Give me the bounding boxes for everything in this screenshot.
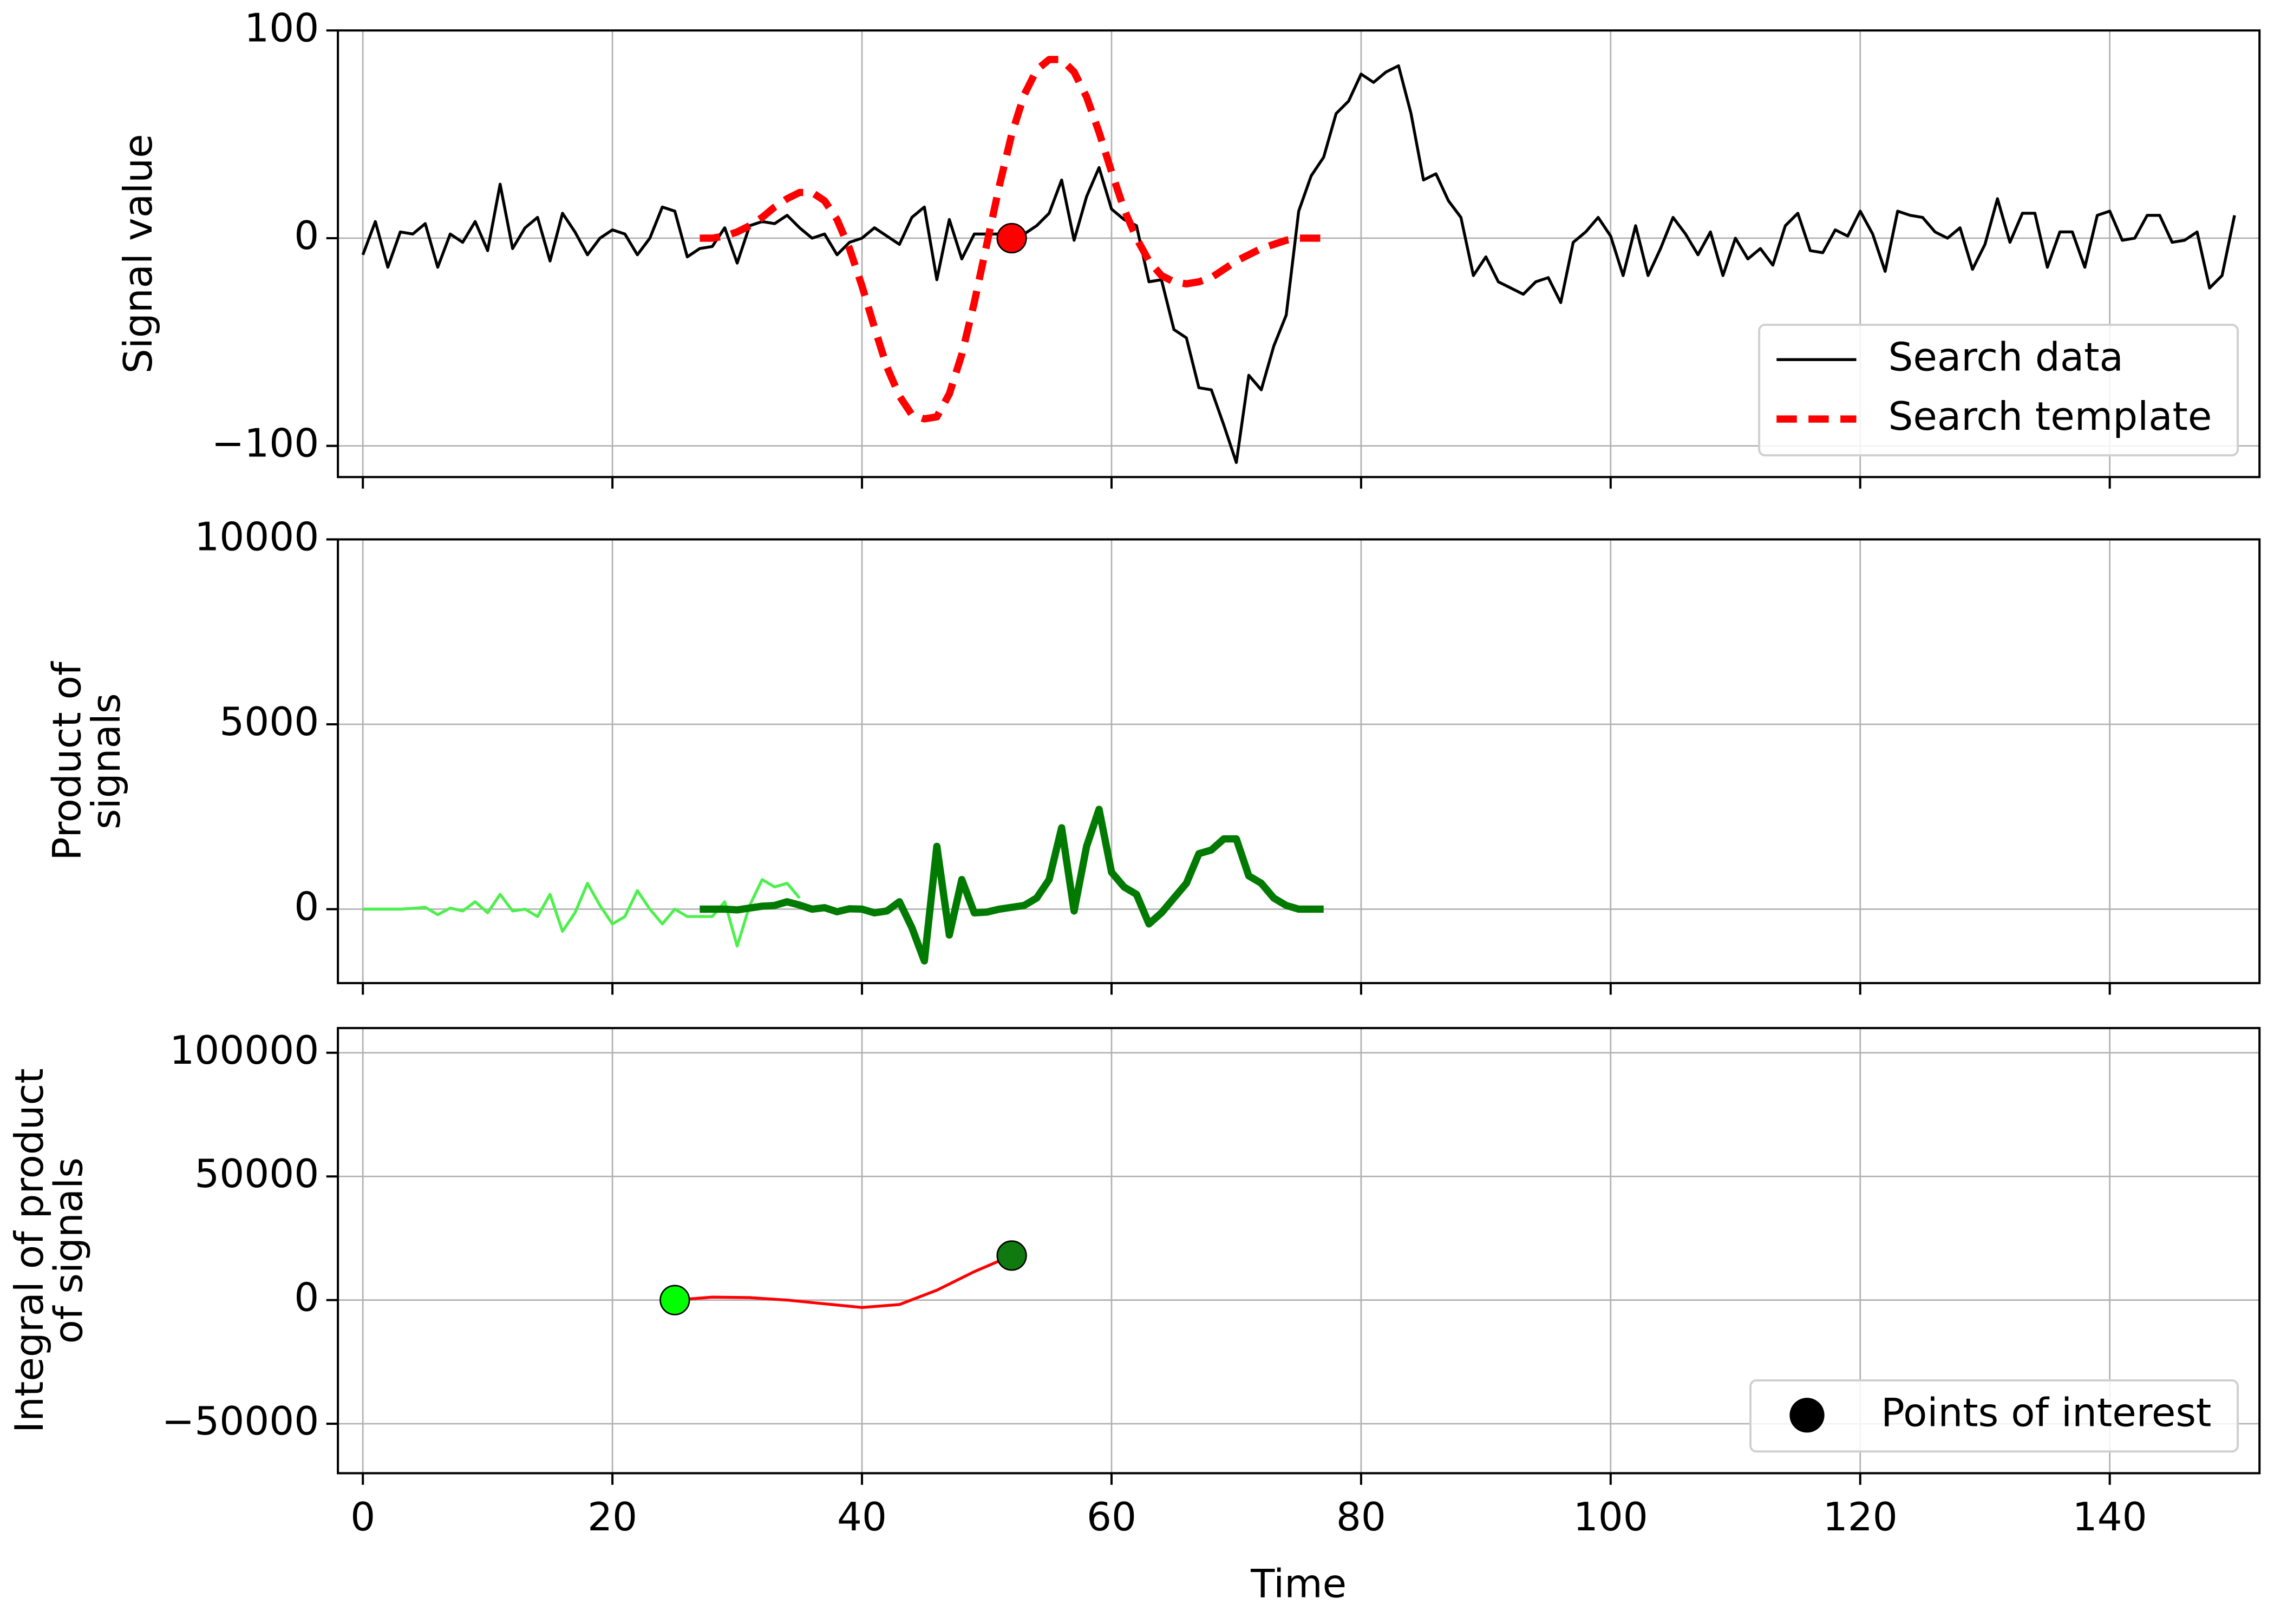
legend-label: Points of interest	[1881, 1390, 2211, 1436]
y-tick-label: 10000	[194, 514, 319, 560]
y-tick-label: 0	[294, 1275, 319, 1321]
y-tick-label: 100000	[169, 1028, 319, 1073]
x-tick-label: 40	[837, 1495, 887, 1540]
axes-frame	[337, 538, 2261, 985]
legend-label: Search template	[1889, 394, 2212, 440]
y-axis-label: Integral of product	[7, 1068, 53, 1433]
y-tick-label: 50000	[194, 1151, 319, 1197]
x-tick-label: 0	[350, 1495, 375, 1540]
x-tick-label: 80	[1336, 1495, 1386, 1540]
x-tick-label: 140	[2073, 1495, 2147, 1540]
y-axis-label: signals	[84, 693, 129, 829]
legend-box	[1758, 323, 2239, 457]
x-tick-label: 20	[587, 1495, 637, 1540]
series-line	[675, 1254, 1012, 1309]
series-line	[700, 806, 1324, 965]
legend-label: Search data	[1889, 335, 2123, 380]
y-tick-label: 0	[294, 213, 319, 259]
y-tick-label: 0	[294, 884, 319, 929]
point	[996, 222, 1027, 254]
axes-frame	[337, 1027, 2261, 1475]
x-axis-label: Time	[1250, 1561, 1347, 1607]
x-tick-label: 60	[1087, 1495, 1136, 1540]
series-line	[361, 64, 2236, 464]
y-tick-label: −50000	[162, 1399, 319, 1444]
series-line	[700, 56, 1324, 423]
y-tick-label: 5000	[219, 699, 319, 745]
axes-frame	[337, 29, 2261, 479]
point	[659, 1285, 690, 1315]
point	[996, 1240, 1027, 1271]
y-tick-label: 100	[244, 5, 319, 51]
y-tick-label: −100	[212, 421, 319, 467]
x-tick-label: 120	[1823, 1495, 1898, 1540]
legend-marker	[1789, 1398, 1825, 1433]
y-axis-label: of signals	[46, 1157, 92, 1344]
y-axis-label: Product of	[45, 661, 90, 861]
x-tick-label: 100	[1573, 1495, 1648, 1540]
legend-box	[1749, 1379, 2239, 1453]
y-axis-label: Signal value	[116, 134, 161, 374]
